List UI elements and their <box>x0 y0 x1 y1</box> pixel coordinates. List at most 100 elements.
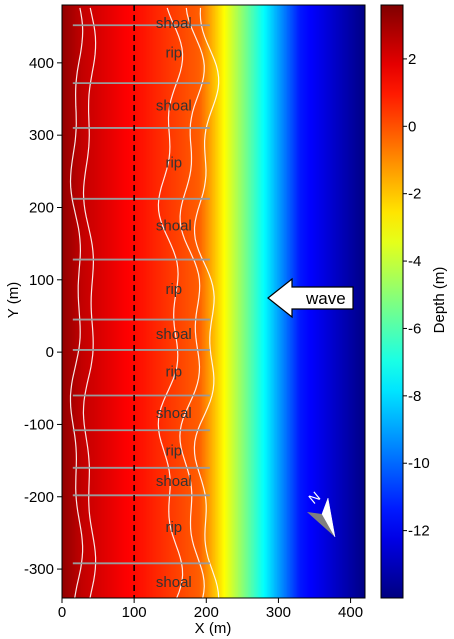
depth-band <box>161 5 164 598</box>
depth-band <box>164 5 167 598</box>
depth-band <box>251 5 254 598</box>
depth-band <box>144 5 147 598</box>
y-tick-label: 300 <box>29 127 54 144</box>
depth-band <box>360 5 363 598</box>
depth-band <box>102 5 105 598</box>
region-label: rip <box>165 281 182 298</box>
depth-band <box>359 5 362 598</box>
contour-line <box>193 7 220 598</box>
depth-band <box>119 5 122 598</box>
region-label: shoal <box>156 405 192 422</box>
depth-band <box>235 5 238 598</box>
depth-band <box>183 5 186 598</box>
depth-band <box>62 5 65 598</box>
y-axis-ticks: 400 300 200 100 0 -100 -200 -300 <box>24 55 62 578</box>
depth-band <box>125 5 128 598</box>
depth-band <box>219 5 222 598</box>
depth-band <box>266 5 269 598</box>
depth-band <box>203 5 206 598</box>
y-tick-label: 200 <box>29 199 54 216</box>
depth-band <box>147 5 150 598</box>
depth-band <box>354 5 357 598</box>
depth-band <box>168 5 171 598</box>
depth-band <box>103 5 106 598</box>
contour-line <box>69 7 84 598</box>
depth-band <box>67 5 70 598</box>
depth-band <box>99 5 102 598</box>
depth-band <box>216 5 219 598</box>
depth-band <box>193 5 196 598</box>
depth-band <box>150 5 153 598</box>
depth-band <box>187 5 190 598</box>
depth-band <box>184 5 187 598</box>
depth-band <box>141 5 144 598</box>
depth-band <box>96 5 99 598</box>
depth-band <box>264 5 267 598</box>
region-label: shoal <box>156 326 192 343</box>
depth-band <box>362 5 365 598</box>
depth-band <box>194 5 197 598</box>
depth-band <box>111 5 114 598</box>
depth-band <box>86 5 89 598</box>
depth-band <box>207 5 210 598</box>
region-label: shoal <box>156 15 192 32</box>
colorbar: 2 0 -2 -4 -6 -8 -10 -12 Depth (m) <box>380 4 448 599</box>
colorbar-tick-label: -6 <box>408 320 421 337</box>
colorbar-tick-label: 2 <box>408 51 416 68</box>
depth-band <box>188 5 192 598</box>
depth-band <box>70 5 73 598</box>
depth-band <box>122 5 125 598</box>
depth-band <box>199 5 202 598</box>
depth-band <box>160 5 163 598</box>
region-label: rip <box>165 442 182 459</box>
depth-band <box>226 5 229 598</box>
x-axis-ticks: 0 100 200 300 400 <box>58 598 363 621</box>
depth-band <box>206 5 209 598</box>
depth-band <box>167 5 170 598</box>
transect-lines <box>72 24 210 565</box>
depth-band <box>131 5 134 598</box>
wave-label: wave <box>305 289 346 308</box>
depth-band <box>100 5 103 598</box>
colorbar-tick-label: -10 <box>408 455 430 472</box>
depth-band <box>66 5 69 598</box>
depth-band <box>170 5 173 598</box>
depth-band <box>190 5 193 598</box>
depth-band <box>222 5 225 598</box>
depth-band <box>356 5 359 598</box>
depth-band <box>154 5 157 598</box>
region-label: rip <box>165 45 182 62</box>
depth-band <box>262 5 265 598</box>
depth-band <box>85 5 88 598</box>
depth-band <box>223 5 226 598</box>
y-tick-label: 0 <box>46 344 54 361</box>
colorbar-tick-label: 0 <box>408 118 416 135</box>
north-arrow-grey-half <box>307 512 335 537</box>
depth-band <box>113 5 116 598</box>
depth-band <box>265 5 268 598</box>
depth-band <box>210 5 213 598</box>
depth-band <box>124 5 127 598</box>
depth-band <box>132 5 135 598</box>
depth-band <box>87 5 91 598</box>
depth-band <box>248 5 251 598</box>
depth-band <box>76 5 79 598</box>
region-label: rip <box>165 364 182 381</box>
north-arrow-white-half <box>321 497 336 538</box>
depth-band <box>82 5 85 598</box>
depth-band <box>181 5 184 598</box>
region-label: shoal <box>156 218 192 235</box>
depth-band <box>220 5 223 598</box>
depth-band <box>212 5 215 598</box>
colorbar-ticks: 2 0 -2 -4 -6 -8 -10 -12 <box>403 51 430 540</box>
depth-band <box>242 5 245 598</box>
y-tick-label: -300 <box>24 561 54 578</box>
depth-band <box>200 5 203 598</box>
y-tick-label: -100 <box>24 416 54 433</box>
depth-band <box>79 5 82 598</box>
depth-band <box>214 5 217 598</box>
depth-band <box>246 5 249 598</box>
depth-band <box>72 5 75 598</box>
depth-band <box>258 5 261 598</box>
depth-band <box>245 5 248 598</box>
